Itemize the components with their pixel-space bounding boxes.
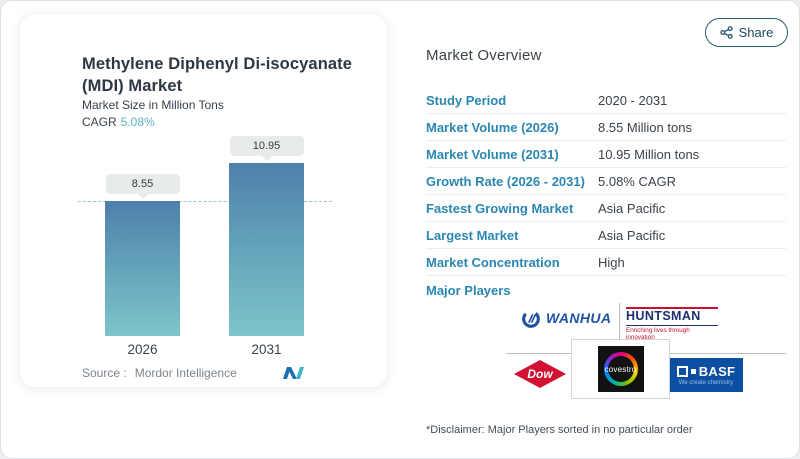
major-players-logos: WANHUA HUNTSMAN Enriching lives through … [506,301,786,401]
chart-subtitle: Market Size in Million Tons [82,98,224,112]
bar-chart: 8.55 2026 10.95 2031 [20,14,387,387]
x-axis-label: 2031 [251,342,282,357]
covestro-logo: covestro [597,346,644,392]
mordor-intelligence-logo-icon [283,367,304,379]
disclaimer-text: *Disclaimer: Major Players sorted in no … [426,424,693,436]
basf-tagline: We create chemistry [678,380,734,386]
wanhua-swoosh-icon [522,310,540,328]
overview-row: Largest Market Asia Pacific [426,222,786,249]
market-chart-card: Methylene Diphenyl Di-isocyanate (MDI) M… [19,13,388,388]
overview-table: Study Period 2020 - 2031 Market Volume (20… [426,87,786,276]
cagr-value: 5.08% [120,115,155,129]
share-icon [719,26,733,39]
overview-row: Study Period 2020 - 2031 [426,87,786,114]
covestro-wordmark: covestro [604,364,637,374]
overview-row-label: Market Volume (2026) [426,119,559,135]
huntsman-red-rule [626,307,718,309]
dow-wordmark: Dow [527,367,553,381]
basf-logo: BASF We create chemistry [669,358,743,392]
overview-row-label: Largest Market [426,227,519,243]
overview-row-value: Asia Pacific [598,200,666,216]
overview-row-value: Asia Pacific [598,227,666,243]
chart-bar-2026 [105,200,180,336]
source-row: Source : Mordor Intelligence [82,366,342,380]
wanhua-logo: WANHUA [520,307,611,329]
overview-row: Market Concentration High [426,249,786,276]
covestro-logo-box: covestro [571,339,670,399]
chart-bar-2031 [229,163,304,336]
huntsman-tagline: Enriching lives through innovation [626,327,690,342]
overview-row-label: Fastest Growing Market [426,200,574,216]
wanhua-wordmark: WANHUA [546,310,612,326]
basf-filled-square-icon [690,369,696,374]
huntsman-navy-rule [626,324,718,327]
overview-row-label: Market Concentration [426,254,560,270]
cagr-line: CAGR 5.08% [82,115,155,129]
overview-row-value: 2020 - 2031 [598,92,668,108]
overview-row: Market Volume (2031) 10.95 Million tons [426,141,786,168]
overview-row-label: Market Volume (2031) [426,146,559,162]
share-button[interactable]: Share [705,18,788,47]
players-vertical-divider [619,303,620,343]
basf-open-square-icon [676,366,688,377]
reference-line [78,200,332,202]
overview-title: Market Overview [426,47,542,64]
bar-value-label: 8.55 [105,173,180,199]
bar-value-label: 10.95 [229,136,304,161]
chart-title: Methylene Diphenyl Di-isocyanate (MDI) M… [82,55,353,95]
share-button-label: Share [738,25,774,40]
overview-row: Fastest Growing Market Asia Pacific [426,195,786,222]
overview-row-value: 8.55 Million tons [598,119,692,135]
overview-row-label: Growth Rate (2026 - 2031) [426,173,585,189]
overview-row: Market Volume (2026) 8.55 Million tons [426,114,786,141]
covestro-ring-hole [607,356,634,382]
basf-wordmark: BASF [698,364,736,379]
cagr-label: CAGR [82,115,117,129]
overview-row-value: High [598,254,625,270]
dow-logo: Dow [514,360,566,388]
overview-row: Growth Rate (2026 - 2031) 5.08% CAGR [426,168,786,195]
huntsman-wordmark: HUNTSMAN [626,309,701,323]
x-axis-label: 2026 [127,342,158,357]
overview-row-value: 5.08% CAGR [598,173,677,189]
major-players-label: Major Players [426,283,511,298]
overview-row-label: Study Period [426,92,507,108]
overview-row-value: 10.95 Million tons [598,146,700,162]
source-label: Source : [82,366,127,380]
huntsman-logo: HUNTSMAN Enriching lives through innovat… [626,307,718,341]
source-brand: Mordor Intelligence [134,366,237,380]
